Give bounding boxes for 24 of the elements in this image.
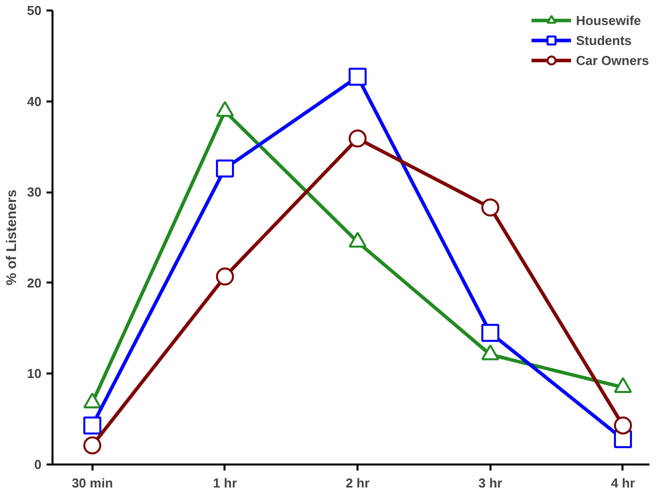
point bbox=[481, 198, 500, 217]
legend-label: Students bbox=[576, 32, 632, 48]
point bbox=[216, 159, 234, 178]
x-tick-label: 1 hr bbox=[213, 476, 237, 490]
y-tick-label: 40 bbox=[27, 94, 42, 109]
x-tick-label: 3 hr bbox=[478, 476, 502, 490]
x-tick-label: 4 hr bbox=[611, 476, 635, 490]
x-tick-label: 30 min bbox=[72, 476, 113, 490]
point bbox=[481, 324, 500, 342]
point bbox=[83, 416, 102, 434]
point bbox=[614, 416, 632, 434]
point bbox=[348, 130, 367, 148]
point bbox=[216, 268, 234, 286]
legend-label: Housewife bbox=[576, 12, 642, 28]
y-axis-title: % of Listeners bbox=[3, 189, 20, 286]
x-tick-label: 2 hr bbox=[346, 476, 370, 490]
point bbox=[83, 436, 102, 454]
point bbox=[348, 68, 367, 86]
y-tick-label: 30 bbox=[27, 184, 42, 200]
legend-label: Car Owners bbox=[576, 52, 649, 68]
y-tick-label: 0 bbox=[34, 457, 42, 472]
y-tick-label: 20 bbox=[27, 275, 42, 290]
y-tick-label: 10 bbox=[27, 366, 42, 382]
y-tick-label: 50 bbox=[27, 3, 42, 18]
